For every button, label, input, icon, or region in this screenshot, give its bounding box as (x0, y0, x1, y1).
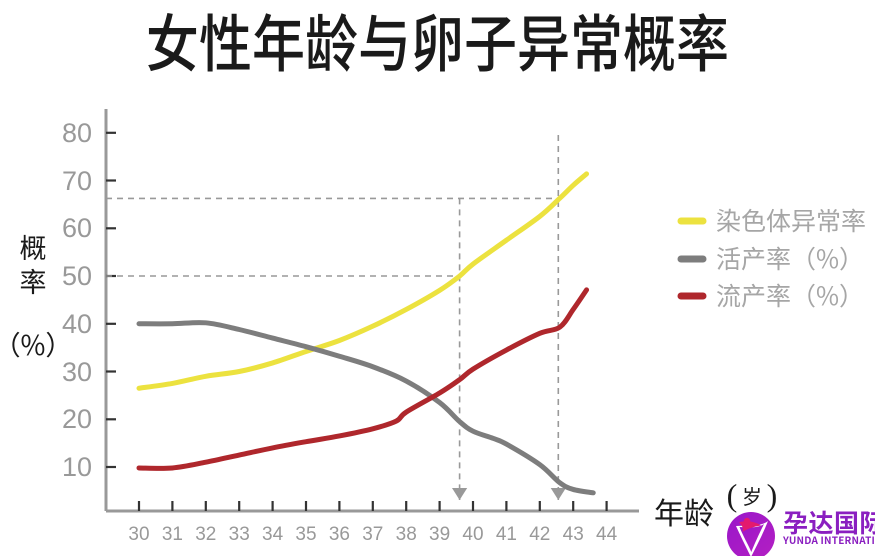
svg-text:70: 70 (62, 166, 92, 196)
svg-text:10: 10 (62, 452, 92, 482)
svg-text:39: 39 (429, 524, 450, 545)
svg-text:): ) (767, 477, 778, 513)
svg-text:44: 44 (596, 524, 618, 545)
svg-text:36: 36 (329, 524, 350, 545)
svg-text:年龄: 年龄 (654, 489, 714, 533)
svg-text:32: 32 (195, 524, 216, 545)
svg-text:80: 80 (62, 118, 92, 148)
svg-text:20: 20 (62, 404, 92, 434)
svg-text:35: 35 (295, 524, 316, 545)
svg-text:染色体异常率: 染色体异常率 (716, 202, 866, 238)
svg-text:30: 30 (128, 524, 149, 545)
svg-text:率: 率 (20, 261, 47, 300)
svg-text:50: 50 (62, 261, 92, 291)
svg-text:41: 41 (496, 524, 517, 545)
svg-text:流产率（%）: 流产率（%） (716, 277, 864, 313)
svg-text:34: 34 (262, 524, 284, 545)
svg-text:活产率（%）: 活产率（%） (716, 240, 864, 276)
svg-text:43: 43 (563, 524, 584, 545)
svg-text:YUNDA INTERNATIONAL: YUNDA INTERNATIONAL (782, 532, 875, 547)
svg-text:33: 33 (229, 524, 250, 545)
svg-text:37: 37 (362, 524, 383, 545)
svg-text:（%）: （%） (0, 324, 72, 363)
svg-text:31: 31 (162, 524, 183, 545)
svg-text:(: ( (727, 477, 738, 513)
svg-text:40: 40 (462, 524, 483, 545)
svg-text:38: 38 (396, 524, 417, 545)
svg-text:岁: 岁 (742, 481, 762, 510)
svg-text:60: 60 (62, 213, 92, 243)
svg-text:42: 42 (529, 524, 550, 545)
